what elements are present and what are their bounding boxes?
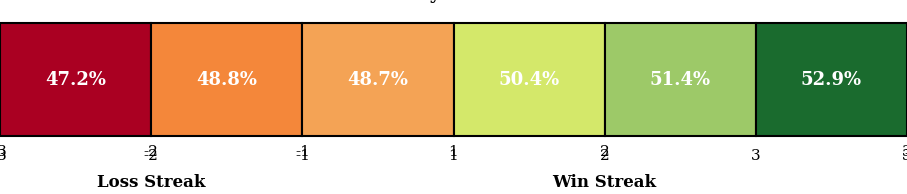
Text: 48.7%: 48.7% (347, 71, 408, 88)
Text: 2: 2 (600, 149, 610, 163)
Text: Win Streak: Win Streak (552, 174, 657, 191)
Bar (0, 23, 151, 136)
Text: -2: -2 (143, 149, 159, 163)
Text: 51.4%: 51.4% (649, 71, 711, 88)
Text: Win Rates by Current Streak: Win Rates by Current Streak (308, 0, 599, 3)
Text: 50.4%: 50.4% (499, 71, 560, 88)
Text: 3: 3 (902, 145, 907, 158)
Text: 1: 1 (449, 149, 458, 163)
Text: -3: -3 (0, 145, 7, 158)
Text: 3: 3 (902, 149, 907, 163)
Text: 48.8%: 48.8% (196, 71, 258, 88)
Text: 47.2%: 47.2% (45, 71, 106, 88)
Text: -3: -3 (0, 149, 7, 163)
Text: Loss Streak: Loss Streak (97, 174, 205, 191)
Bar (756, 23, 907, 136)
Text: 52.9%: 52.9% (801, 71, 862, 88)
Text: 3: 3 (751, 149, 761, 163)
Text: -1: -1 (295, 149, 310, 163)
Text: 1: 1 (449, 145, 458, 158)
Bar (454, 23, 605, 136)
Bar (605, 23, 756, 136)
Text: 2: 2 (600, 145, 610, 158)
Bar (302, 23, 454, 136)
Text: -1: -1 (295, 145, 310, 158)
Text: -2: -2 (143, 145, 159, 158)
Bar (151, 23, 302, 136)
